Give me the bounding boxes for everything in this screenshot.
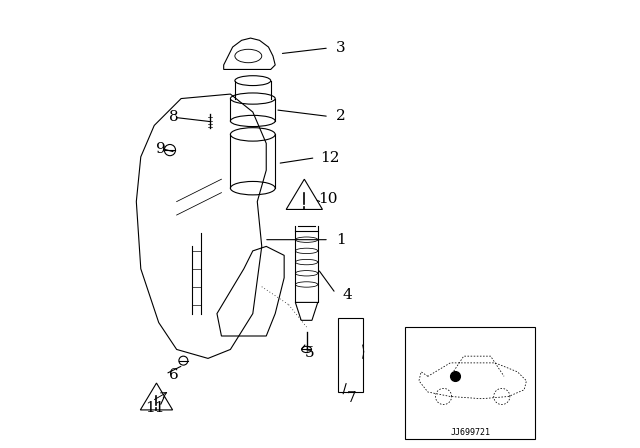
Text: JJ699721: JJ699721 (450, 428, 490, 437)
Text: 6: 6 (168, 368, 179, 383)
Text: 7: 7 (347, 391, 356, 405)
Text: 8: 8 (168, 110, 178, 125)
Text: 5: 5 (305, 346, 314, 360)
Text: 10: 10 (317, 192, 337, 207)
Text: 12: 12 (320, 151, 339, 165)
Text: 2: 2 (336, 109, 346, 124)
Text: 11: 11 (145, 401, 164, 415)
FancyBboxPatch shape (405, 327, 535, 439)
Text: 9: 9 (156, 142, 166, 156)
Text: 1: 1 (336, 233, 346, 247)
Text: 3: 3 (336, 41, 346, 55)
Text: 4: 4 (342, 288, 352, 302)
